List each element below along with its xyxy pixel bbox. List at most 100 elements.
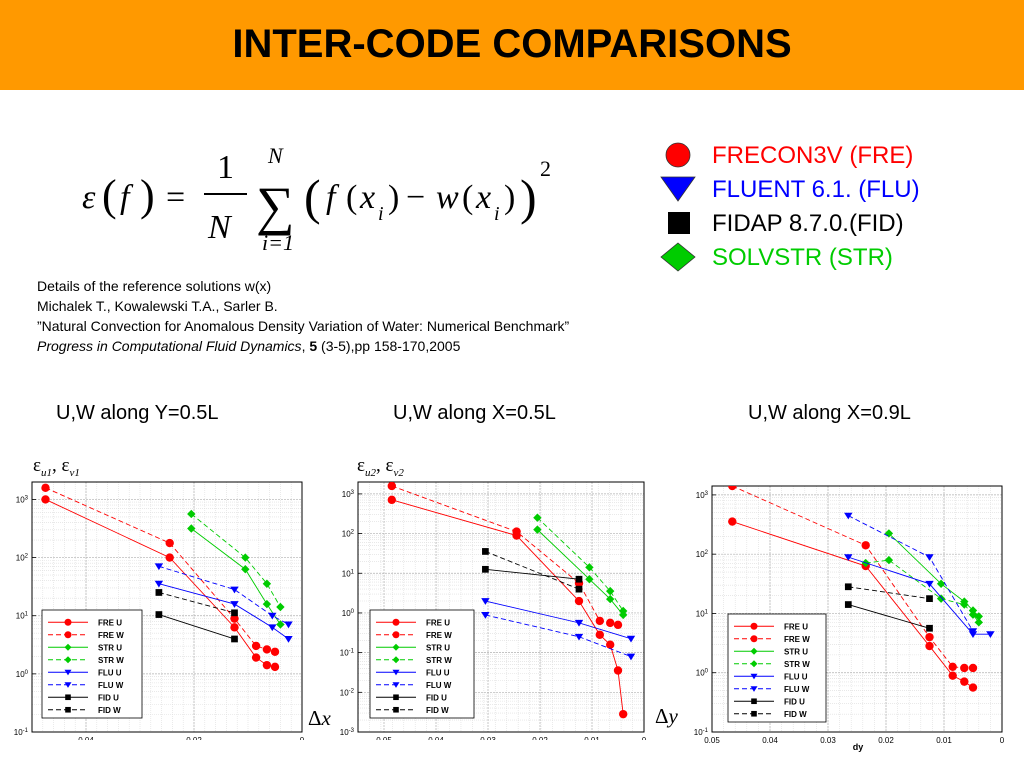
chart1-frame: [31, 481, 303, 733]
chart2-data-point: [619, 606, 628, 616]
chart2-ytick-exponent: -2: [349, 688, 355, 694]
formula-paren3: ): [388, 179, 399, 216]
chart1-ytick-exponent: 0: [25, 670, 29, 676]
square-icon: [668, 212, 690, 234]
diamond-icon: [660, 242, 696, 272]
title-bar: [0, 0, 1024, 90]
chart1-legend-marker: [64, 656, 72, 664]
chart3-ytick-label: 10-1: [694, 728, 709, 737]
chart1-data-point: [187, 524, 196, 533]
chart1-legend-marker: [64, 618, 72, 626]
chart2-series-flu-u: [481, 598, 636, 643]
chart2-legend-marker: [392, 618, 400, 626]
chart2-data-point: [595, 630, 604, 639]
reference-volume: 5: [309, 338, 318, 354]
chart2-data-point: [574, 633, 584, 641]
chart3-legend-marker: [750, 686, 758, 692]
chart3-legend-label: FLU U: [784, 672, 808, 681]
chart2-data-point: [482, 565, 489, 573]
formula-power: 2: [540, 156, 551, 181]
chart2-data-point: [626, 653, 636, 661]
plot1-ylabel: εu1, εv1: [33, 455, 80, 479]
chart2-data-point: [613, 620, 623, 630]
reference-journal: Progress in Computational Fluid Dynamics: [37, 338, 302, 354]
plot2-xlabel: Δy: [655, 704, 678, 728]
chart2-ytick-exponent: -1: [349, 649, 355, 655]
chart2-series-flu-w: [481, 611, 636, 661]
chart3-data-point: [968, 683, 978, 692]
chart1-data-point: [284, 636, 293, 643]
chart3-series-line: [848, 586, 930, 600]
formula-denominator: N: [207, 209, 233, 246]
chart2-xtick-label: 0.02: [532, 736, 548, 740]
formula-numerator: 1: [217, 149, 234, 186]
chart3-frame: [711, 485, 1003, 733]
chart2-legend-label: STR W: [426, 656, 452, 665]
chart3-series-fid-u: [844, 601, 933, 632]
chart2-data-point: [574, 596, 584, 606]
reference-sep: ,: [301, 338, 310, 354]
chart1-data-point: [262, 645, 272, 654]
legend-item-fre: FRECON3V (FRE): [660, 140, 1020, 174]
chart3-data-point: [728, 517, 737, 526]
reference-authors: Michalek T., Kowalewski T.A., Sarler B.: [37, 298, 278, 314]
chart2-data-point: [575, 585, 583, 593]
chart1-data-point: [41, 495, 50, 504]
chart2-legend-marker: [392, 643, 400, 651]
chart1-data-point: [41, 483, 50, 493]
chart2-ytick-label: 10-1: [340, 649, 355, 658]
chart3-legend-box: [727, 613, 827, 723]
chart3-series-flu-u: [844, 554, 995, 638]
chart3-ytick-label: 102: [696, 550, 709, 559]
chart2-legend-label: FID W: [426, 706, 449, 715]
chart2-data-point: [574, 619, 584, 627]
chart1-series-line: [158, 614, 235, 640]
circle-icon: [665, 142, 691, 168]
chart3-legend-marker: [751, 698, 757, 705]
chart3-xtick-label: 0.02: [878, 736, 894, 745]
chart1-series-fid-w: [155, 589, 238, 617]
chart2-data-point: [512, 527, 521, 536]
chart2-data-point: [575, 575, 583, 583]
chart1-legend-label: FLU W: [98, 681, 124, 690]
formula-paren4: (: [462, 179, 473, 216]
chart2-xtick-label: 0.03: [480, 736, 496, 740]
formula-paren2: (: [346, 179, 357, 216]
chart3-series-fre-u: [728, 517, 978, 692]
formula-f2: f: [326, 179, 340, 216]
chart-2: 10-310-210-11001011021030.050.040.030.02…: [340, 481, 647, 740]
reference-journal-line: Progress in Computational Fluid Dynamics…: [37, 336, 569, 356]
chart1-data-point: [155, 589, 163, 596]
chart3-xtick-label: 0: [1000, 736, 1005, 745]
formula-i1: i: [378, 203, 384, 225]
formula-equals: =: [166, 179, 185, 216]
reference-pages: (3-5),pp 158-170,2005: [317, 338, 461, 354]
chart2-xtick-label: 0.05: [376, 736, 392, 740]
chart2-series-line: [485, 551, 580, 590]
chart1-legend-marker: [64, 643, 72, 651]
chart1-series-flu-u: [154, 580, 293, 643]
chart1-xtick-label: 0.02: [186, 736, 202, 740]
sum-upper: N: [267, 143, 284, 168]
chart2-legend-marker: [392, 682, 400, 688]
chart3-data-point: [948, 671, 957, 680]
chart2-frame: [357, 481, 645, 733]
chart3-legend-label: STR U: [784, 647, 808, 656]
chart1-data-point: [268, 624, 277, 632]
chart2-legend-label: FID U: [426, 693, 447, 702]
chart2-ytick-exponent: 2: [351, 530, 355, 536]
chart3-ytick-exponent: -1: [703, 728, 709, 734]
chart3-data-point: [926, 595, 933, 602]
chart3-data-point: [948, 662, 957, 671]
reference-line-1: Details of the reference solutions w(x): [37, 278, 272, 294]
chart2-ytick-label: 100: [342, 609, 355, 618]
chart3-data-point: [925, 632, 934, 642]
chart2-legend-marker: [392, 656, 400, 664]
chart3-data-point: [968, 663, 978, 673]
chart2-series-line: [537, 517, 624, 612]
chart1-ytick-label: 101: [16, 612, 29, 621]
chart1-data-point: [230, 586, 239, 594]
chart2-legend-label: STR U: [426, 643, 450, 652]
chart2-data-point: [387, 482, 396, 491]
chart2-ytick-label: 10-2: [340, 688, 355, 697]
